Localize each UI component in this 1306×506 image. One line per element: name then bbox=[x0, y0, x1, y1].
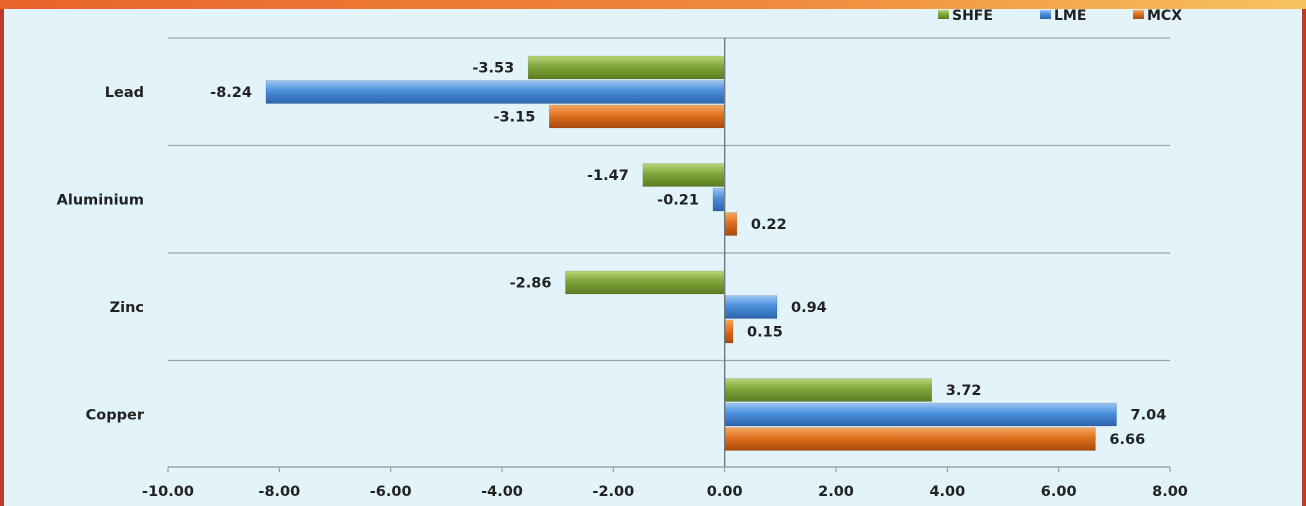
bar-lme-lead bbox=[265, 80, 725, 104]
bar-mcx-zinc bbox=[724, 319, 734, 344]
x-tick-label: -10.00 bbox=[142, 484, 194, 500]
legend-swatch-lme bbox=[1040, 10, 1051, 19]
legend: SHFE LME MCX bbox=[938, 8, 1182, 24]
x-tick-label: -2.00 bbox=[592, 484, 634, 500]
grid-lines bbox=[168, 37, 1170, 362]
axis-layer: -10.00 -8.00 -6.00 -4.00 -2.00 0.00 2.00 4.00 6.… bbox=[142, 38, 1188, 500]
bar-lme-aluminium bbox=[712, 187, 725, 212]
category-label-lead: Lead bbox=[105, 85, 144, 101]
x-tick-label: -6.00 bbox=[370, 484, 412, 500]
value-label-lme-aluminium: -0.21 bbox=[657, 193, 699, 209]
value-label-lme-zinc: 0.94 bbox=[791, 300, 827, 316]
category-label-zinc: Zinc bbox=[110, 300, 144, 316]
top-accent-bar bbox=[0, 0, 1306, 9]
legend-label-mcx: MCX bbox=[1147, 8, 1182, 24]
x-tick-label: -8.00 bbox=[258, 484, 300, 500]
bar-shfe-aluminium bbox=[642, 163, 725, 187]
value-label-lme-lead: -8.24 bbox=[210, 85, 252, 101]
bar-mcx-lead bbox=[549, 104, 725, 129]
value-label-mcx-copper: 6.66 bbox=[1109, 432, 1145, 448]
x-tick-label: 4.00 bbox=[929, 484, 965, 500]
value-label-lme-copper: 7.04 bbox=[1131, 408, 1167, 424]
x-tick-label: 2.00 bbox=[818, 484, 854, 500]
value-label-mcx-aluminium: 0.22 bbox=[751, 217, 787, 233]
bar-shfe-zinc bbox=[565, 270, 725, 295]
bar-mcx-aluminium bbox=[724, 212, 738, 236]
value-label-shfe-lead: -3.53 bbox=[472, 61, 514, 77]
x-tick-label: 0.00 bbox=[707, 484, 743, 500]
category-label-aluminium: Aluminium bbox=[57, 193, 144, 209]
x-tick-label: 8.00 bbox=[1152, 484, 1188, 500]
legend-label-lme: LME bbox=[1054, 8, 1086, 24]
value-label-shfe-aluminium: -1.47 bbox=[587, 168, 629, 184]
x-tick-label: 6.00 bbox=[1041, 484, 1077, 500]
legend-swatch-shfe bbox=[938, 10, 949, 19]
value-label-mcx-lead: -3.15 bbox=[494, 110, 536, 126]
value-label-mcx-zinc: 0.15 bbox=[747, 325, 783, 341]
bars-layer bbox=[265, 55, 1117, 451]
bar-shfe-lead bbox=[527, 55, 725, 80]
legend-label-shfe: SHFE bbox=[952, 8, 993, 24]
bar-lme-zinc bbox=[724, 295, 778, 319]
value-label-shfe-zinc: -2.86 bbox=[510, 276, 552, 292]
labels-layer: Lead -3.53 -8.24 -3.15 Aluminium -1.47 -0.21 0.… bbox=[57, 61, 1167, 449]
category-label-copper: Copper bbox=[86, 408, 145, 424]
x-tick-label: -4.00 bbox=[481, 484, 523, 500]
bar-lme-copper bbox=[724, 402, 1117, 427]
legend-swatch-mcx bbox=[1133, 10, 1144, 19]
bar-shfe-copper bbox=[724, 378, 933, 402]
value-label-shfe-copper: 3.72 bbox=[946, 383, 982, 399]
bar-mcx-copper bbox=[724, 427, 1096, 451]
